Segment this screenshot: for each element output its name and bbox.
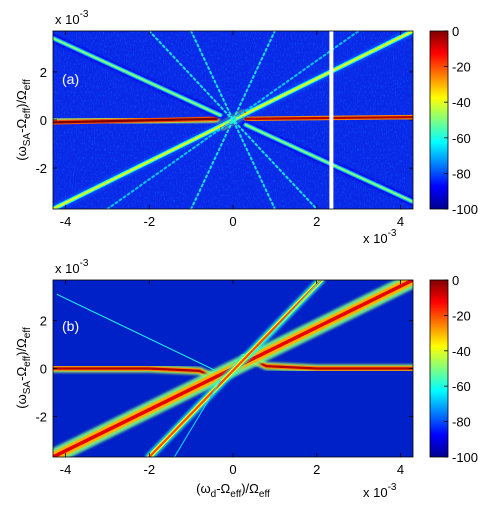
x-tick-label: -4 <box>60 462 72 477</box>
panel-b-label: (b) <box>62 318 79 334</box>
feature-horizontal-line <box>244 115 413 120</box>
panel-a-label: (a) <box>62 71 79 87</box>
panel-a-x-exponent: x 10-3 <box>363 228 397 246</box>
feature-falling-line <box>53 37 222 117</box>
feature-horizontal-line <box>53 117 218 124</box>
panel-a-lines <box>53 31 413 209</box>
panel-b-colorbar <box>429 279 449 458</box>
y-tick-label: 2 <box>40 65 47 80</box>
feature-dotted-line <box>190 31 276 209</box>
y-tick-label: 2 <box>40 314 47 329</box>
panel-a-y-exponent: x 10-3 <box>55 9 89 27</box>
x-tick-label: 4 <box>397 462 404 477</box>
colorbar-tick-label: -60 <box>452 379 471 394</box>
x-tick-label: 0 <box>229 462 236 477</box>
colorbar-tick-label: -40 <box>452 344 471 359</box>
panel-b-x-exponent: x 10-3 <box>363 482 397 500</box>
x-tick-label: 0 <box>229 214 236 229</box>
panel-b-ticks: -4 -2 0 2 4 -2 0 2 <box>35 280 413 477</box>
colorbar-tick-label: -40 <box>452 95 471 110</box>
feature-falling-line <box>244 123 413 203</box>
panel-b: -4 -2 0 2 4-202 (b) x 10-3 x 10-3 (ωSA-Ωeff)… <box>14 258 478 500</box>
y-tick-label: 0 <box>40 113 47 128</box>
y-tick-label: -2 <box>35 409 47 424</box>
y-tick-label: 0 <box>40 362 47 377</box>
colorbar-tick-label: -80 <box>452 415 471 430</box>
feature-dotted-line <box>148 31 318 209</box>
panel-a: -4 -2 0 2 4-202 (a) x 10-3 x 10-3 (ωSA-Ωeff)… <box>14 9 478 246</box>
panel-b-features <box>53 280 413 457</box>
panel-a-ticks: -4 -2 0 2 4 -2 0 2 <box>35 31 413 229</box>
colorbar-tick-label: -100 <box>452 202 478 217</box>
colorbar-tick-label: -100 <box>452 450 478 465</box>
panel-a-colorbar-ticks: 0 -20 -40 -60 -80 -100 <box>444 24 478 217</box>
panel-a-colorbar <box>429 30 449 210</box>
colorbar-tick-label: -20 <box>452 308 471 323</box>
x-tick-label: -4 <box>60 214 72 229</box>
panel-b-ylabel: (ωSA-Ωeff)/Ωeff <box>14 327 33 409</box>
colorbar-tick-label: -20 <box>452 60 471 75</box>
colorbar-tick-label: -60 <box>452 131 471 146</box>
x-tick-label: -2 <box>143 214 155 229</box>
panel-b-y-exponent: x 10-3 <box>55 258 89 276</box>
data-gap <box>329 31 334 209</box>
panel-a-ylabel: (ωSA-Ωeff)/Ωeff <box>14 79 33 161</box>
x-tick-label: -2 <box>143 462 155 477</box>
colorbar-tick-label: -80 <box>452 166 471 181</box>
feature-rising-narrow-line <box>148 280 322 457</box>
panel-b-xlabel: (ωd-Ωeff)/Ωeff <box>196 481 270 500</box>
feature-faint-line <box>247 280 322 360</box>
colorbar-tick-label: 0 <box>452 273 459 288</box>
feature-faint-line <box>173 380 221 457</box>
x-tick-label: 2 <box>313 214 320 229</box>
colorbar-tick-label: 0 <box>452 24 459 39</box>
feature-dotted-line <box>190 31 276 209</box>
feature-dotted-line <box>106 31 360 209</box>
feature-faint-line <box>56 293 217 372</box>
x-tick-label: 4 <box>397 214 404 229</box>
y-tick-label: -2 <box>35 161 47 176</box>
x-tick-label: 2 <box>313 462 320 477</box>
panel-b-colorbar-ticks: 0 -20 -40 -60 -80 -100 <box>444 273 478 465</box>
